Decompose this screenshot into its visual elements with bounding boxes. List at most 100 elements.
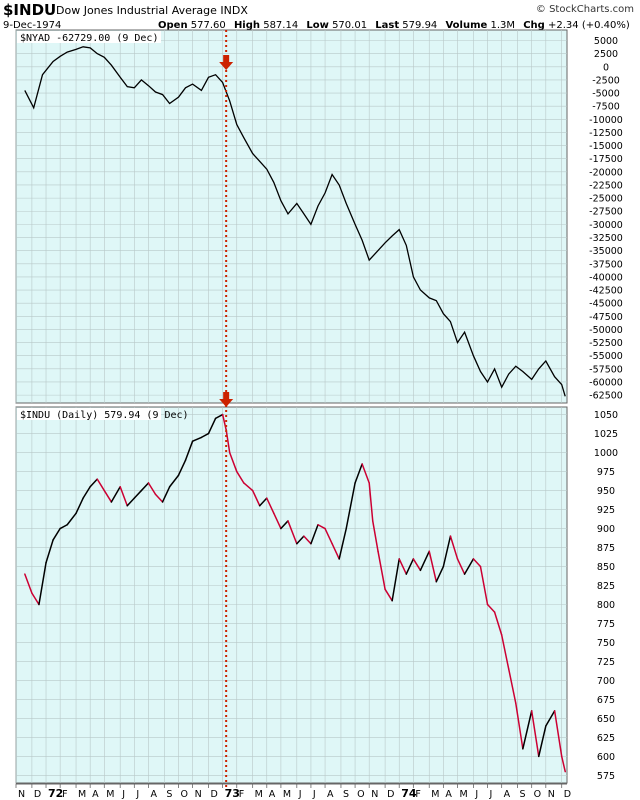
- nyad-panel: 5000 2500 0 -2500 -5000 -7500 -10000 -12500 -150…: [15, 29, 623, 404]
- y-tick-label: -7500: [592, 102, 620, 113]
- y-tick-label: -62500: [589, 391, 623, 402]
- marker-arrow-bottom-head: [219, 399, 234, 407]
- plot-area: [15, 406, 568, 784]
- volume-value: 1.3M: [490, 20, 516, 31]
- x-tick-label: S: [343, 789, 349, 800]
- y-tick-label: -32500: [589, 233, 623, 244]
- indu-segment: [456, 558, 466, 575]
- nyad-line: [24, 46, 566, 397]
- x-tick-label: A: [504, 789, 511, 800]
- indu-segment: [368, 482, 374, 522]
- y-tick-label: -47500: [589, 312, 623, 323]
- indu-segment: [361, 463, 370, 484]
- indu-segment: [228, 451, 238, 473]
- y-tick-label: 875: [597, 543, 615, 554]
- indu-segment: [24, 573, 33, 594]
- indu-segment: [45, 539, 54, 564]
- indu-segment: [280, 520, 289, 530]
- y-tick-label: 775: [597, 619, 615, 630]
- x-tick-label: M: [431, 789, 439, 800]
- indu-segment: [398, 558, 408, 575]
- y-tick-label: -17500: [589, 154, 623, 165]
- quote-date: 9-Dec-1974: [3, 20, 62, 31]
- y-tick-label: 1050: [594, 410, 618, 421]
- y-tick-label: -35000: [589, 246, 623, 257]
- y-tick-label: -27500: [589, 207, 623, 218]
- index-fullname: Dow Jones Industrial Average: [56, 4, 217, 17]
- indu-segment: [82, 486, 91, 499]
- y-tick-label: 825: [597, 581, 615, 592]
- x-tick-label: O: [534, 789, 541, 800]
- x-axis: N D 72F M A M J J A S O N D 73F M A M J J A S O N D 74F M A M J J A S O N…: [15, 783, 571, 800]
- indu-segment: [221, 413, 227, 431]
- indu-segment: [345, 482, 356, 530]
- x-tick-label: F: [62, 789, 67, 800]
- y-tick-label: -5000: [592, 89, 620, 100]
- indu-segment: [258, 497, 268, 507]
- indu-segment: [507, 668, 517, 704]
- x-tick-label: N: [371, 789, 378, 800]
- indu-segment: [177, 459, 187, 477]
- x-tick-label: O: [180, 789, 187, 800]
- indu-segment: [161, 486, 171, 503]
- indu-segment: [384, 588, 393, 602]
- indu-segment: [553, 710, 563, 758]
- x-tick-label: A: [327, 789, 334, 800]
- legend-box: [17, 408, 161, 420]
- x-tick-label: M: [255, 789, 263, 800]
- x-tick-label: 73: [225, 787, 240, 800]
- indu-segment: [243, 482, 254, 492]
- x-tick-label: M: [283, 789, 291, 800]
- y-tick-label: 700: [597, 676, 615, 687]
- indu-segment: [331, 542, 340, 560]
- y-tick-label: 1025: [594, 429, 618, 440]
- indu-segment: [96, 478, 106, 492]
- chg-value: +2.34 (+0.40%): [548, 20, 630, 31]
- indu-segment: [479, 565, 489, 606]
- indu-segment: [442, 535, 452, 568]
- y-tick-label: 1000: [594, 448, 618, 459]
- last-value: 579.94: [402, 20, 438, 31]
- x-tick-label: N: [18, 789, 25, 800]
- marker-arrow-top-head: [219, 62, 234, 70]
- quote-bar: Open 577.60 High 587.14 Low 570.01 Last …: [158, 20, 635, 31]
- indu-segment: [89, 478, 98, 488]
- x-tick-label: J: [121, 789, 125, 800]
- y-tick-label: -60000: [589, 377, 623, 388]
- indu-segment: [251, 489, 261, 507]
- indu-segment: [472, 558, 482, 568]
- indu-segment: [236, 470, 245, 484]
- y-tick-label: 675: [597, 695, 615, 706]
- y-tick-label: 850: [597, 562, 615, 573]
- indu-segment: [317, 523, 326, 530]
- volume-label: Volume: [445, 20, 488, 31]
- indu-segment: [126, 497, 136, 507]
- y-tick-label: 575: [597, 771, 615, 782]
- indu-segment: [310, 523, 319, 545]
- y-tick-label: -42500: [589, 286, 623, 297]
- legend-label: $NYAD -62729.00 (9 Dec): [20, 33, 158, 44]
- x-tick-label: 74: [401, 787, 417, 800]
- indu-segment: [75, 497, 84, 515]
- indu-segment: [435, 565, 445, 583]
- y-tick-label: 975: [597, 467, 615, 478]
- symbol-title: $INDU: [3, 1, 57, 19]
- last-label: Last: [375, 20, 400, 31]
- high-value: 587.14: [263, 20, 299, 31]
- indu-segment: [154, 493, 164, 503]
- indu-segment: [354, 463, 363, 484]
- indu-segment: [377, 550, 386, 591]
- y-tick-label: 5000: [594, 36, 618, 47]
- legend-box: [17, 31, 161, 43]
- open-label: Open: [158, 20, 188, 31]
- low-value: 570.01: [332, 20, 368, 31]
- y-tick-label: -15000: [589, 141, 623, 152]
- indu-segment: [371, 520, 379, 553]
- indu-segment: [103, 489, 113, 503]
- x-tick-label: A: [445, 789, 452, 800]
- indu-segment: [486, 603, 496, 613]
- indu-segment: [412, 558, 422, 572]
- x-tick-label: J: [298, 789, 302, 800]
- y-tick-label: -2500: [592, 75, 620, 86]
